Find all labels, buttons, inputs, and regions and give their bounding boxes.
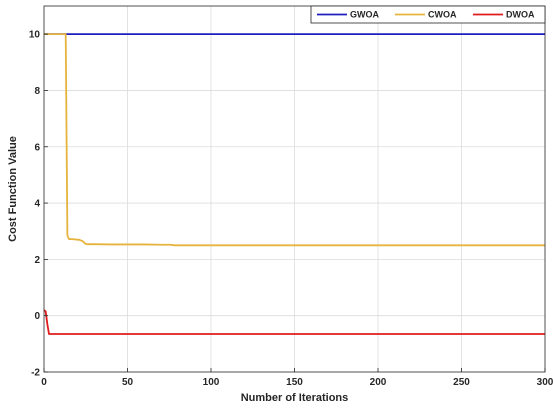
x-tick-label: 200	[370, 377, 387, 388]
x-tick-label: 50	[122, 377, 134, 388]
x-tick-label: 250	[453, 377, 470, 388]
x-tick-label: 0	[41, 377, 47, 388]
series-lines	[43, 33, 545, 335]
legend-label-gwoa: GWOA	[350, 10, 379, 20]
y-tick-label: 0	[34, 311, 40, 322]
legend-box	[310, 5, 546, 24]
x-tick-label: 150	[286, 377, 303, 388]
y-tick-label: 8	[34, 86, 40, 97]
x-tick-label: 100	[203, 377, 220, 388]
y-tick-label: 2	[34, 255, 40, 266]
series-line-dwoa	[43, 309, 545, 335]
y-tick-label: -2	[31, 368, 40, 379]
y-tick-label: 10	[29, 30, 41, 41]
legend-label-dwoa: DWOA	[506, 10, 535, 20]
y-axis-label: Cost Function Value	[7, 136, 19, 242]
series-line-cwoa	[44, 33, 545, 247]
y-tick-label: 6	[34, 142, 40, 153]
legend-label-cwoa: CWOA	[428, 10, 457, 20]
x-axis-label: Number of Iterations	[241, 392, 349, 404]
legend: GWOA CWOA DWOA	[310, 5, 546, 24]
y-tick-label: 4	[34, 199, 40, 210]
x-tick-label: 300	[537, 377, 553, 388]
